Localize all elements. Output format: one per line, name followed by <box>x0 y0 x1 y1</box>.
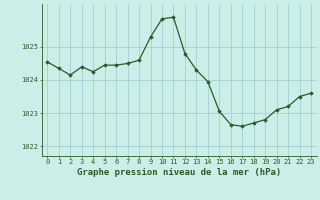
X-axis label: Graphe pression niveau de la mer (hPa): Graphe pression niveau de la mer (hPa) <box>77 168 281 177</box>
